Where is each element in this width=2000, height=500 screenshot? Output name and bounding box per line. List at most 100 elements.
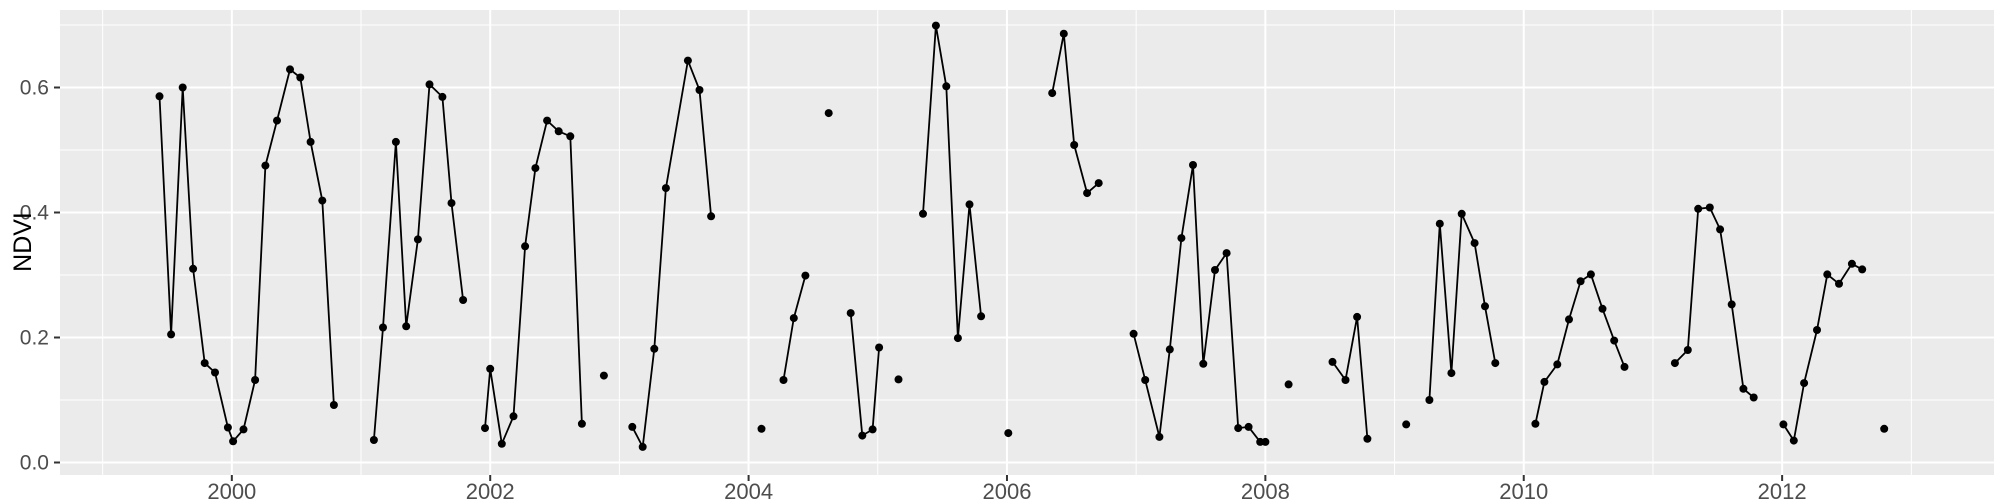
y-axis-title: NDVI: [9, 212, 37, 272]
x-tick-label: 2000: [207, 479, 256, 500]
data-point: [1779, 420, 1788, 429]
data-point: [1470, 239, 1479, 248]
data-point: [1800, 379, 1809, 388]
data-line-segment: [849, 312, 880, 437]
data-point: [757, 424, 766, 433]
data-point: [1847, 259, 1856, 268]
data-point: [1222, 249, 1231, 258]
data-point: [858, 431, 867, 440]
data-point: [824, 109, 833, 118]
data-point: [1165, 345, 1174, 354]
data-point: [1576, 277, 1585, 286]
data-point: [447, 199, 456, 208]
data-point: [286, 65, 294, 74]
data-point: [1586, 270, 1595, 279]
data-point: [875, 343, 884, 352]
data-point: [683, 56, 692, 65]
data-point: [251, 376, 260, 384]
data-point: [1880, 424, 1889, 433]
data-point: [1727, 300, 1736, 309]
data-point: [438, 92, 447, 101]
data-point: [779, 376, 788, 384]
data-point: [1211, 266, 1219, 274]
plot-area: 2000 2002 2004 2006 2008 2010 2012 0.0 0.2 0.4 0.6: [20, 10, 1994, 500]
data-point: [638, 442, 647, 451]
data-point: [1670, 359, 1679, 368]
data-point: [211, 368, 219, 377]
x-tick-label: 2006: [982, 479, 1031, 500]
data-point: [1129, 329, 1138, 338]
data-point: [1070, 141, 1079, 149]
data-point: [1705, 203, 1714, 212]
data-point: [1823, 270, 1832, 279]
data-point: [239, 425, 248, 434]
data-point: [1739, 384, 1748, 393]
data-point: [931, 21, 940, 30]
data-point: [509, 412, 518, 421]
data-point: [599, 371, 608, 380]
data-point: [261, 161, 270, 170]
data-point: [1813, 326, 1821, 334]
data-point: [695, 86, 704, 94]
data-point: [306, 137, 315, 146]
data-point: [1353, 312, 1362, 321]
data-line-segment: [1674, 206, 1755, 399]
data-point: [229, 437, 238, 446]
data-point: [1531, 419, 1540, 428]
data-point: [296, 73, 305, 82]
data-point: [369, 436, 378, 444]
data-point: [1553, 360, 1562, 369]
data-point: [554, 127, 563, 136]
data-point: [1598, 304, 1607, 313]
data-point: [566, 132, 575, 141]
data-point: [200, 359, 209, 368]
data-point: [1481, 302, 1489, 311]
data-point: [155, 92, 164, 101]
data-point: [894, 375, 903, 384]
data-point: [1199, 359, 1208, 368]
data-point: [661, 184, 670, 193]
data-point: [1234, 424, 1243, 433]
data-point: [497, 439, 506, 448]
data-point: [977, 312, 986, 321]
data-point: [650, 344, 659, 353]
y-tick-label: 0.6: [20, 77, 49, 100]
data-point: [1789, 436, 1798, 445]
data-point: [1540, 377, 1549, 386]
data-point: [1425, 396, 1434, 404]
data-point: [329, 401, 338, 409]
y-tick-label: 0.2: [20, 327, 49, 350]
x-tick-label: 2010: [1499, 479, 1548, 500]
data-point: [1835, 279, 1843, 288]
y-tick-label: 0.4: [20, 202, 50, 225]
data-point: [1328, 357, 1337, 366]
data-point: [1363, 434, 1372, 443]
x-tick-label: 2008: [1241, 479, 1290, 500]
data-point: [379, 323, 387, 332]
data-point: [846, 309, 855, 318]
data-point: [521, 242, 530, 251]
data-point: [1435, 219, 1444, 228]
data-point: [1048, 89, 1057, 98]
data-point: [273, 116, 281, 125]
data-point: [459, 296, 468, 304]
data-point: [1457, 209, 1466, 218]
data-point: [486, 364, 495, 373]
data-point: [223, 423, 232, 432]
data-line-segment: [1331, 315, 1369, 440]
data-point: [1341, 376, 1350, 384]
data-point: [707, 212, 716, 221]
data-point: [1189, 161, 1197, 169]
data-point: [543, 116, 552, 125]
data-point: [1683, 346, 1692, 354]
data-point: [965, 200, 974, 209]
y-tick-label: 0.0: [20, 452, 49, 475]
data-point: [1155, 432, 1164, 441]
data-point: [789, 314, 798, 323]
data-point: [425, 80, 434, 89]
data-point: [1610, 336, 1619, 345]
data-point: [1004, 429, 1013, 438]
data-point: [801, 271, 810, 280]
data-point: [1565, 315, 1573, 324]
